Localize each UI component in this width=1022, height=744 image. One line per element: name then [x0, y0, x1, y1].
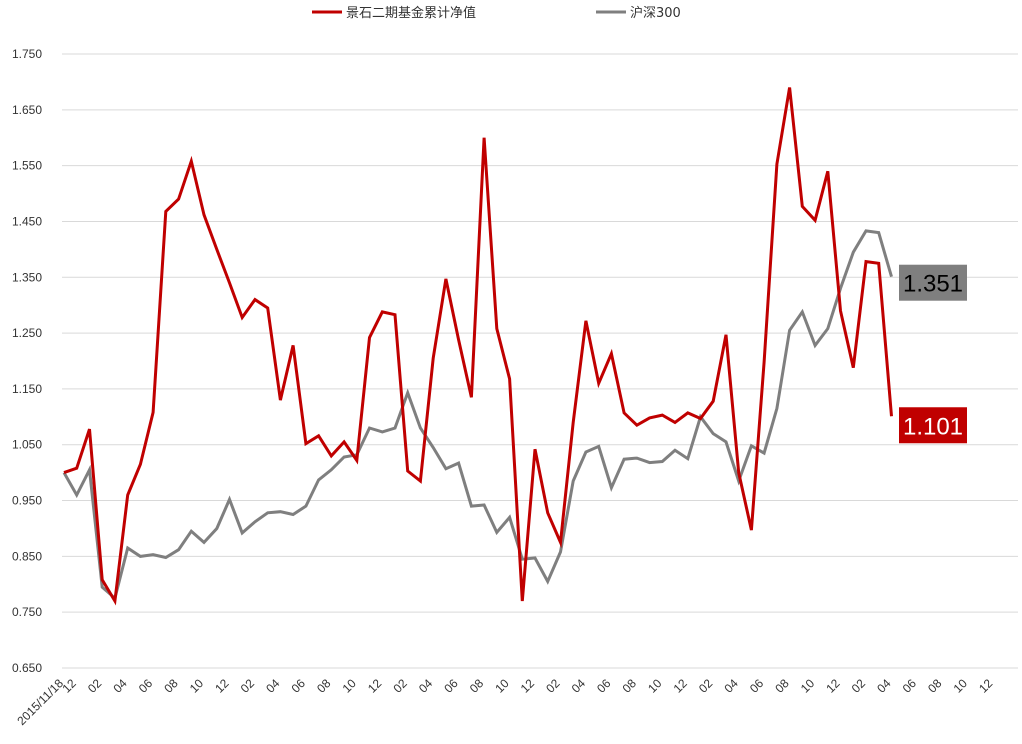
legend-label-hs300: 沪深300 — [630, 5, 681, 21]
x-tick-label: 08 — [925, 676, 945, 696]
x-tick-label: 06 — [289, 676, 309, 696]
x-tick-label: 08 — [620, 676, 640, 696]
x-tick-label: 08 — [467, 676, 487, 696]
x-tick-label: 02 — [696, 676, 716, 696]
y-tick-label: 1.050 — [12, 438, 42, 452]
end-label-value: 1.351 — [903, 271, 963, 298]
legend-label-fund: 景石二期基金累计净值 — [346, 5, 476, 21]
x-tick-label: 02 — [390, 676, 410, 696]
y-tick-label: 1.650 — [12, 103, 42, 117]
x-tick-label: 08 — [314, 676, 334, 696]
y-tick-label: 1.450 — [12, 214, 42, 228]
x-tick-label: 06 — [900, 676, 920, 696]
end-label-box — [899, 407, 967, 444]
x-tick-label: 02 — [238, 676, 258, 696]
x-tick-label: 12 — [823, 676, 843, 696]
y-tick-label: 1.750 — [12, 47, 42, 61]
y-axis: 0.650 0.750 0.850 0.950 1.050 1.150 1.250 1.350… — [12, 47, 42, 675]
x-tick-label: 02 — [849, 676, 869, 696]
y-tick-label: 0.850 — [12, 549, 42, 563]
y-tick-label: 0.950 — [12, 494, 42, 508]
y-tick-label: 0.750 — [12, 605, 42, 619]
x-tick-label: 04 — [569, 676, 589, 696]
x-tick-label: 04 — [110, 676, 130, 696]
x-tick-label: 12 — [976, 676, 996, 696]
y-tick-label: 1.350 — [12, 270, 42, 284]
y-tick-label: 0.650 — [12, 661, 42, 675]
x-tick-label: 10 — [340, 676, 360, 696]
x-tick-label: 12 — [212, 676, 232, 696]
legend: 景石二期基金累计净值 沪深300 — [312, 5, 681, 21]
x-tick-label: 12 — [518, 676, 538, 696]
y-tick-label: 1.550 — [12, 159, 42, 173]
x-tick-label: 06 — [747, 676, 767, 696]
y-tick-label: 1.150 — [12, 382, 42, 396]
x-tick-label: 04 — [416, 676, 436, 696]
x-tick-label: 08 — [772, 676, 792, 696]
x-tick-label: 06 — [594, 676, 614, 696]
series-line-hs300 — [62, 229, 893, 601]
end-label-box — [899, 264, 967, 301]
x-tick-label: 10 — [951, 676, 971, 696]
series-line-fund — [63, 87, 893, 606]
x-tick-label: 10 — [645, 676, 665, 696]
end-label-value: 1.101 — [903, 413, 963, 440]
x-tick-label: 08 — [161, 676, 181, 696]
x-tick-label: 12 — [365, 676, 385, 696]
x-tick-label: 2015/11/18 — [14, 676, 66, 728]
x-tick-label: 10 — [492, 676, 512, 696]
x-tick-label: 04 — [263, 676, 283, 696]
x-tick-label: 02 — [85, 676, 105, 696]
x-tick-label: 12 — [60, 676, 80, 696]
x-tick-label: 10 — [187, 676, 207, 696]
x-tick-label: 10 — [798, 676, 818, 696]
series-lines — [62, 87, 893, 606]
x-tick-label: 06 — [441, 676, 461, 696]
x-tick-label: 04 — [874, 676, 894, 696]
end-labels: 1.101 1.351 — [899, 264, 967, 444]
y-tick-label: 1.250 — [12, 326, 42, 340]
x-tick-label: 06 — [136, 676, 156, 696]
gridlines — [62, 53, 1018, 669]
x-tick-label: 02 — [543, 676, 563, 696]
x-tick-label: 04 — [721, 676, 741, 696]
x-tick-label: 12 — [671, 676, 691, 696]
